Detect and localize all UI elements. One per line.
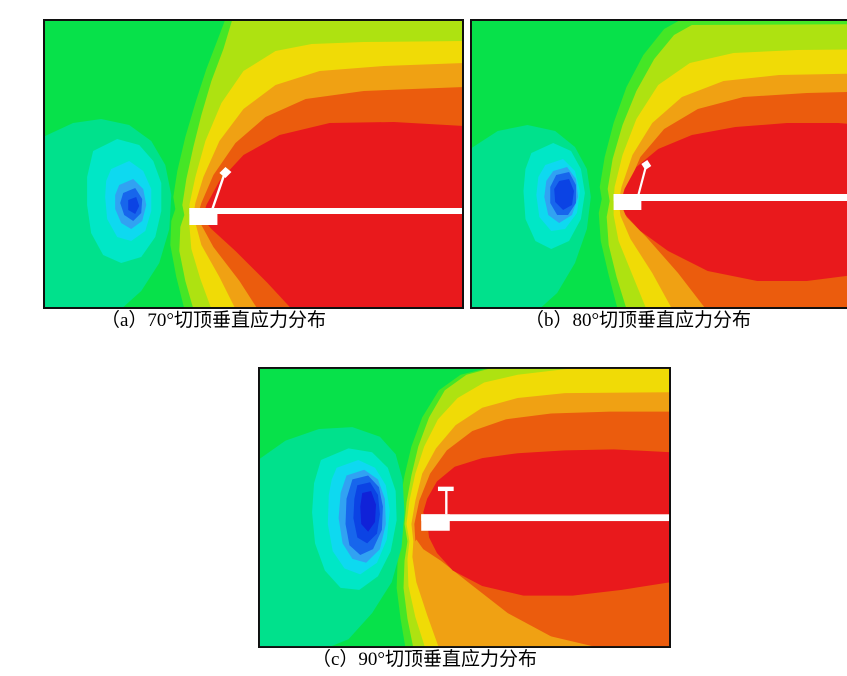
roof-cut-slit [211,173,226,210]
roof-cut-slit [637,164,648,196]
stress-contour-svg-b [470,19,847,309]
stress-relief-core [360,491,376,532]
roof-cut-tip-mark [219,167,232,178]
contour-plot-70deg [43,19,464,309]
roadway-excavation-bar [189,208,464,214]
stress-contour-svg-c [258,367,671,648]
entry-block [421,514,450,531]
contour-plot-80deg [470,19,847,309]
caption-panel-c: （c）90°切顶垂直应力分布 [311,649,538,670]
contour-plot-90deg [258,367,671,648]
entry-block [613,194,642,210]
panel-border [43,19,464,309]
high-stress-zone-core [423,449,671,596]
high-stress-zone-core [202,122,464,309]
roadway-excavation-bar [421,514,671,522]
caption-panel-a: （a）70°切顶垂直应力分布 [100,310,327,331]
caption-panel-b: （b）80°切顶垂直应力分布 [524,310,752,331]
stress-contour-svg-a [43,19,464,309]
contour-panel-90deg [258,367,671,648]
panel-border [470,19,847,309]
high-stress-zone-core [620,123,847,281]
roof-cut-tip-mark [641,160,652,170]
roadway-excavation-bar [613,194,847,201]
roof-cut-tip-mark [437,486,454,492]
panel-border [258,367,671,648]
contour-panel-80deg [470,19,847,309]
stress-relief-core [554,179,574,210]
stress-relief-core [128,197,140,214]
contour-panel-70deg [43,19,464,309]
entry-block [189,208,218,225]
